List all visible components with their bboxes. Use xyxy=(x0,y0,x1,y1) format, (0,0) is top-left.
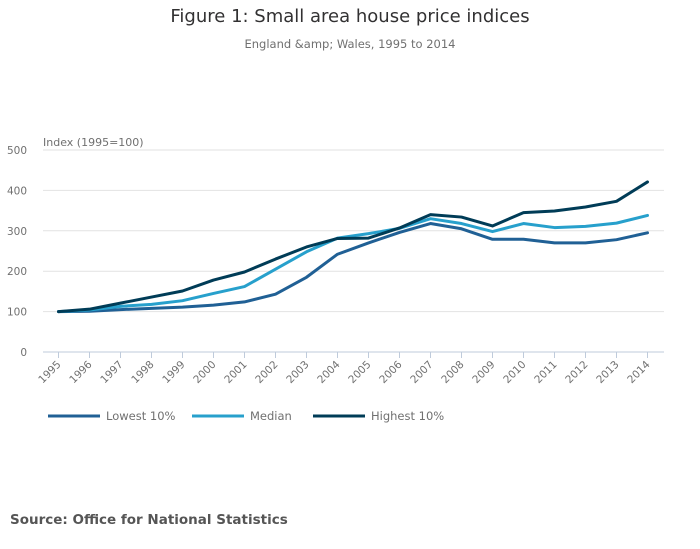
x-tick-label: 2003 xyxy=(284,359,311,386)
x-tick-label: 2008 xyxy=(439,359,466,386)
legend-item: Lowest 10% xyxy=(48,409,176,423)
series-line-median xyxy=(57,213,649,314)
x-tick-label: 2001 xyxy=(222,359,249,386)
y-tick-label: 0 xyxy=(20,347,27,359)
y-tick-label: 200 xyxy=(7,266,27,278)
x-tick-label: 1996 xyxy=(67,358,95,386)
series-line-highest-10 xyxy=(57,180,649,314)
legend-label: Highest 10% xyxy=(371,409,444,423)
y-tick-label: 500 xyxy=(7,145,27,157)
chart-title: Figure 1: Small area house price indices xyxy=(170,6,530,27)
x-tick-label: 2006 xyxy=(377,358,405,386)
x-tick-label: 2009 xyxy=(470,359,497,386)
legend-item: Median xyxy=(192,409,292,423)
x-tick-label: 1997 xyxy=(98,359,125,386)
x-tick-label: 2000 xyxy=(191,359,218,386)
x-tick-label: 2013 xyxy=(594,359,621,386)
x-tick-label: 2005 xyxy=(346,359,373,386)
x-tick-label: 2010 xyxy=(501,359,528,386)
y-tick-label: 100 xyxy=(7,307,27,319)
series-line-lowest-10 xyxy=(57,222,649,314)
x-tick-label: 1995 xyxy=(36,359,63,386)
source-note: Source: Office for National Statistics xyxy=(10,512,288,528)
x-tick-label: 2012 xyxy=(563,359,590,386)
x-tick-label: 1998 xyxy=(129,359,156,386)
chart-subtitle: England &amp; Wales, 1995 to 2014 xyxy=(244,37,456,51)
legend-label: Median xyxy=(250,409,292,423)
x-tick-label: 2007 xyxy=(408,359,435,386)
legend-label: Lowest 10% xyxy=(106,409,176,423)
x-tick-label: 2011 xyxy=(532,359,559,386)
x-tick-label: 2014 xyxy=(625,358,653,386)
y-axis-label: Index (1995=100) xyxy=(43,136,144,149)
y-tick-label: 300 xyxy=(7,226,27,238)
x-tick-label: 2004 xyxy=(315,358,343,386)
x-tick-label: 2002 xyxy=(253,359,280,386)
y-tick-label: 400 xyxy=(7,185,27,197)
legend-item: Highest 10% xyxy=(313,409,444,423)
x-tick-label: 1999 xyxy=(160,359,187,386)
